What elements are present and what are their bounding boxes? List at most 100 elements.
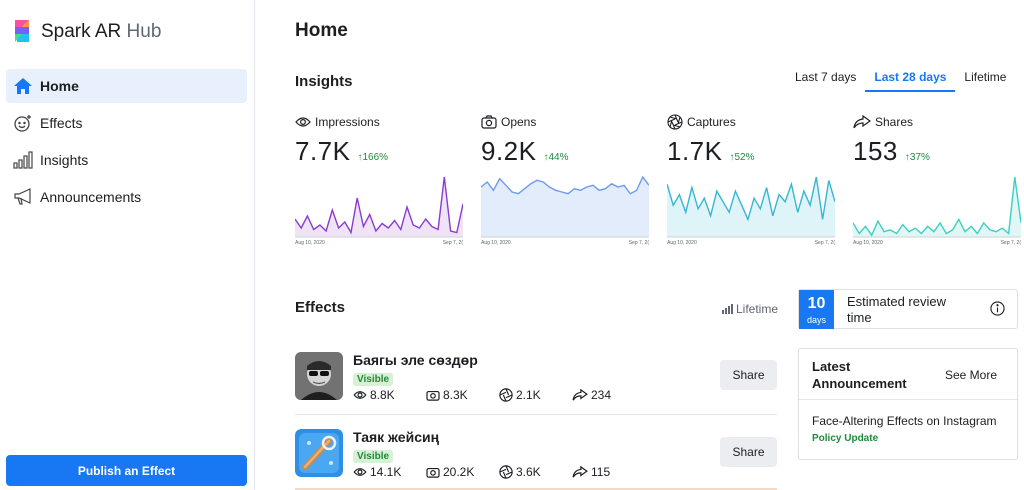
effect-thumbnail-icon	[295, 429, 343, 477]
tab-lifetime[interactable]: Lifetime	[964, 70, 1007, 84]
sidebar-item-label: Home	[40, 78, 79, 94]
spark-ar-logo-icon	[12, 18, 34, 46]
shutter-icon	[499, 388, 513, 402]
divider	[295, 488, 777, 490]
shares-count: 234	[591, 388, 612, 402]
share-button[interactable]: Share	[720, 437, 777, 467]
metric-value: 9.2K	[481, 136, 537, 166]
sparkline-area	[481, 177, 649, 237]
sidebar-item-effects[interactable]: Effects	[6, 106, 247, 140]
megaphone-icon	[12, 186, 34, 208]
metric-opens[interactable]: Opens 9.2K ↑44%	[481, 113, 649, 167]
metric-captures[interactable]: Captures 1.7K ↑52%	[667, 113, 835, 167]
metric-impressions[interactable]: Impressions 7.7K ↑166%	[295, 113, 463, 167]
shares-count: 115	[591, 465, 611, 479]
sparkline-tick-label: Sep 7, 2(	[1001, 240, 1021, 246]
sparkline-tick-label: Aug 10, 2020	[295, 240, 325, 246]
announcement-tag: Policy Update	[812, 433, 879, 444]
effect-name: Таяк жейсиң	[353, 429, 440, 445]
review-days-value: 10	[807, 295, 826, 312]
shutter-icon	[667, 114, 683, 130]
eye-icon	[353, 391, 367, 399]
sidebar-nav: Home Effects Insights Announcements	[6, 69, 247, 217]
shares-sparkline: Aug 10, 2020 Sep 7, 2(	[853, 176, 1021, 246]
divider	[295, 414, 777, 415]
announcement-title: Latest Announcement	[812, 359, 907, 391]
metric-shares[interactable]: Shares 153 ↑37%	[853, 113, 1021, 167]
sparkline-tick-label: Aug 10, 2020	[481, 240, 511, 246]
review-time-label: Estimated review time	[847, 294, 946, 325]
effect-stats: 14.1K 20.2K 3.6K 115	[353, 465, 645, 479]
page-title: Home	[295, 20, 348, 41]
metric-label: Captures	[687, 115, 736, 129]
sidebar-item-home[interactable]: Home	[6, 69, 247, 103]
opens-count: 8.3K	[443, 388, 468, 402]
share-arrow-icon	[572, 466, 588, 478]
opens-sparkline: Aug 10, 2020 Sep 7, 2(	[481, 175, 649, 246]
tab-last-7-days[interactable]: Last 7 days	[795, 70, 857, 84]
home-icon	[12, 75, 34, 97]
opens-count: 20.2K	[443, 465, 475, 479]
camera-icon	[426, 390, 440, 401]
camera-icon	[481, 115, 497, 129]
metric-label: Opens	[501, 115, 537, 129]
sparkline-area	[295, 177, 463, 237]
effect-row[interactable]: Таяк жейсиң Visible 14.1K 20.2K 3.6K 115…	[295, 429, 777, 490]
effects-title: Effects	[295, 299, 346, 316]
sparkline-tick-label: Sep 7, 2(	[443, 240, 463, 246]
eye-icon	[295, 117, 311, 127]
divider	[799, 399, 1017, 400]
metric-delta: ↑44%	[543, 152, 569, 163]
metric-value: 1.7K	[667, 136, 723, 166]
review-days-unit: days	[806, 315, 826, 325]
sidebar-item-label: Effects	[40, 115, 83, 131]
sidebar-item-insights[interactable]: Insights	[6, 143, 247, 177]
tab-last-28-days[interactable]: Last 28 days	[865, 68, 956, 92]
effect-stats: 8.8K 8.3K 2.1K 234	[353, 388, 645, 402]
metric-label: Shares	[875, 115, 914, 129]
share-arrow-icon	[853, 115, 871, 129]
review-time-card: 10 days Estimated review time	[798, 289, 1018, 329]
metric-delta: ↑166%	[357, 152, 389, 163]
date-range-tabs: Last 7 days Last 28 days Lifetime	[786, 68, 1015, 92]
publish-effect-button[interactable]: Publish an Effect	[6, 455, 247, 486]
info-icon[interactable]	[990, 301, 1005, 321]
effect-name: Баягы эле сөздөр	[353, 352, 478, 368]
share-button[interactable]: Share	[720, 360, 777, 390]
sparkline-tick-label: Sep 7, 2(	[629, 240, 649, 246]
sparkline-line	[853, 176, 1021, 237]
captures-sparkline: Aug 10, 2020 Sep 7, 2(	[667, 176, 835, 246]
effects-lifetime-filter[interactable]: Lifetime	[722, 302, 778, 316]
sidebar-item-announcements[interactable]: Announcements	[6, 180, 247, 214]
bar-chart-icon	[722, 304, 733, 314]
sparkline-line	[481, 175, 649, 195]
insights-title: Insights	[295, 73, 353, 90]
metric-value: 7.7K	[295, 136, 351, 166]
sparkline-tick-label: Aug 10, 2020	[853, 240, 883, 246]
impressions-count: 8.8K	[370, 388, 395, 402]
brand-name: Spark AR Hub	[41, 21, 162, 42]
effect-row[interactable]: Баягы эле сөздөр Visible 8.8K 8.3K 2.1K …	[295, 352, 777, 424]
status-badge: Visible	[353, 373, 394, 386]
metric-value: 153	[853, 136, 898, 166]
sidebar-item-label: Announcements	[40, 189, 142, 205]
sparkline-line	[295, 176, 463, 235]
announcement-card: Latest Announcement See More Face-Alteri…	[798, 348, 1018, 460]
see-more-link[interactable]: See More	[944, 368, 997, 382]
impressions-sparkline: Aug 10, 2020 Sep 7, 2(	[295, 176, 463, 246]
sparkline-tick-label: Aug 10, 2020	[667, 240, 697, 246]
shutter-icon	[499, 465, 513, 479]
spark-ar-hub-logo[interactable]: Spark AR Hub	[12, 18, 161, 46]
announcement-item[interactable]: Face-Altering Effects on Instagram	[812, 414, 997, 428]
impressions-count: 14.1K	[370, 465, 402, 479]
metric-delta: ↑37%	[904, 152, 930, 163]
metric-label: Impressions	[315, 115, 380, 129]
camera-icon	[426, 467, 440, 478]
bar-chart-icon	[12, 149, 34, 171]
metric-delta: ↑52%	[729, 152, 755, 163]
sidebar-item-label: Insights	[40, 152, 89, 168]
eye-icon	[353, 468, 367, 476]
review-days-badge: 10 days	[799, 290, 834, 329]
captures-count: 3.6K	[516, 465, 541, 479]
sparkline-line	[667, 176, 835, 222]
